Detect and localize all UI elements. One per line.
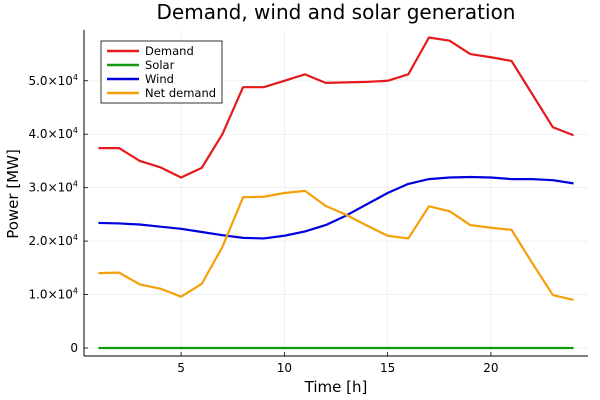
y-tick-label: 4.0×104 — [28, 126, 78, 141]
y-tick-mantissa: 2.0×10 — [28, 234, 72, 248]
y-tick-label: 2.0×104 — [28, 233, 78, 248]
y-tick-exponent: 4 — [73, 126, 78, 135]
series-line-net-demand — [98, 189, 574, 301]
series-line-wind — [98, 175, 574, 240]
y-tick-mantissa: 1.0×10 — [28, 288, 72, 302]
y-tick-mantissa: 3.0×10 — [28, 181, 72, 195]
series-line-demand — [98, 36, 574, 179]
x-tick-label: 5 — [177, 361, 185, 375]
legend-label: Solar — [145, 58, 175, 72]
y-tick-exponent: 4 — [73, 233, 78, 242]
chart-title: Demand, wind and solar generation — [157, 0, 516, 24]
y-axis-label: Power [MW] — [4, 149, 22, 239]
axis-ticks: 5 10 15 2001.0×1042.0×1043.0×1044.0×1045.0×… — [28, 73, 498, 375]
y-tick-label: 3.0×104 — [28, 180, 78, 195]
y-tick-label: 1.0×104 — [28, 287, 78, 302]
y-tick-mantissa: 4.0×10 — [28, 127, 72, 141]
y-tick-exponent: 4 — [73, 287, 78, 296]
x-axis-label: Time [h] — [304, 378, 368, 396]
y-tick-exponent: 4 — [73, 73, 78, 82]
y-tick-exponent: 4 — [73, 180, 78, 189]
y-tick-mantissa: 0 — [70, 341, 78, 355]
series-lines — [98, 36, 574, 350]
y-tick-mantissa: 5.0×10 — [28, 74, 72, 88]
x-tick-label: 10 — [277, 361, 292, 375]
y-tick-label: 0 — [70, 341, 78, 355]
legend-label: Net demand — [145, 86, 216, 100]
x-tick-label: 20 — [483, 361, 498, 375]
legend-label: Wind — [145, 72, 174, 86]
y-tick-label: 5.0×104 — [28, 73, 78, 88]
x-tick-label: 15 — [380, 361, 395, 375]
axes — [83, 30, 588, 357]
legend-label: Demand — [145, 44, 194, 58]
